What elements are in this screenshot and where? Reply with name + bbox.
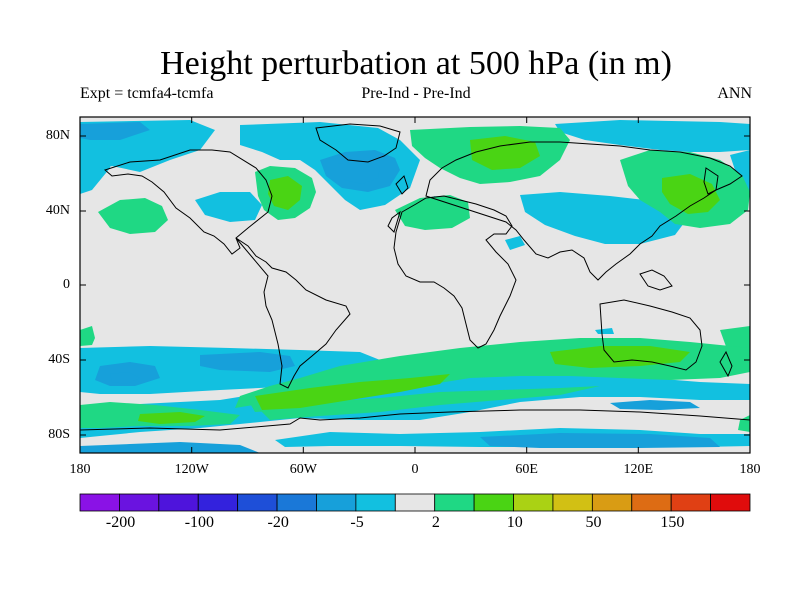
lon-tick-label: 60E	[515, 462, 538, 477]
lat-tick-label: 0	[63, 277, 70, 292]
colorbar-box	[394, 493, 436, 512]
colorbar-label: 2	[431, 514, 440, 531]
colorbar-box	[552, 493, 593, 512]
colorbar-box	[670, 493, 711, 512]
colorbar-label: -20	[267, 514, 289, 531]
lat-tick-label: 40S	[48, 352, 70, 367]
lat-tick-label: 80N	[45, 128, 70, 143]
lon-tick-label: 60W	[289, 462, 317, 477]
lat-tick-label: 40N	[45, 203, 70, 218]
map-title: Height perturbation at 500 hPa (in m)	[160, 45, 672, 82]
lon-tick-label: 180	[739, 462, 761, 477]
axis-ticks	[80, 117, 750, 453]
colorbar-box	[276, 493, 317, 512]
colorbar-box	[79, 493, 120, 512]
lon-tick-label: 120E	[623, 462, 654, 477]
colorbar-label: 150	[660, 514, 685, 531]
season-label: ANN	[717, 85, 752, 102]
colorbar	[79, 493, 751, 512]
colorbar-box	[355, 493, 396, 512]
comparison-label: Pre-Ind - Pre-Ind	[361, 85, 471, 102]
colorbar-box	[513, 493, 554, 512]
colorbar-label: 50	[585, 514, 602, 531]
lon-tick-label: 0	[411, 462, 419, 477]
colorbar-box	[158, 493, 199, 512]
colorbar-box	[434, 493, 475, 512]
contour-field	[80, 117, 750, 453]
colorbar-box	[237, 493, 278, 512]
colorbar-label: 10	[506, 514, 523, 531]
experiment-label: Expt = tcmfa4-tcmfa	[80, 85, 214, 102]
colorbar-box	[591, 493, 633, 512]
colorbar-label: -100	[184, 514, 215, 531]
colorbar-label: -200	[105, 514, 136, 531]
lon-tick-label: 180	[69, 462, 91, 477]
lat-tick-label: 80S	[48, 427, 70, 442]
colorbar-box	[473, 493, 514, 512]
coastlines	[80, 123, 750, 431]
colorbar-box	[119, 493, 160, 512]
lon-tick-label: 120W	[174, 462, 209, 477]
colorbar-label: -5	[350, 514, 364, 531]
colorbar-box	[316, 493, 357, 512]
colorbar-box	[631, 493, 672, 512]
colorbar-box	[710, 493, 751, 512]
colorbar-box	[197, 493, 239, 512]
